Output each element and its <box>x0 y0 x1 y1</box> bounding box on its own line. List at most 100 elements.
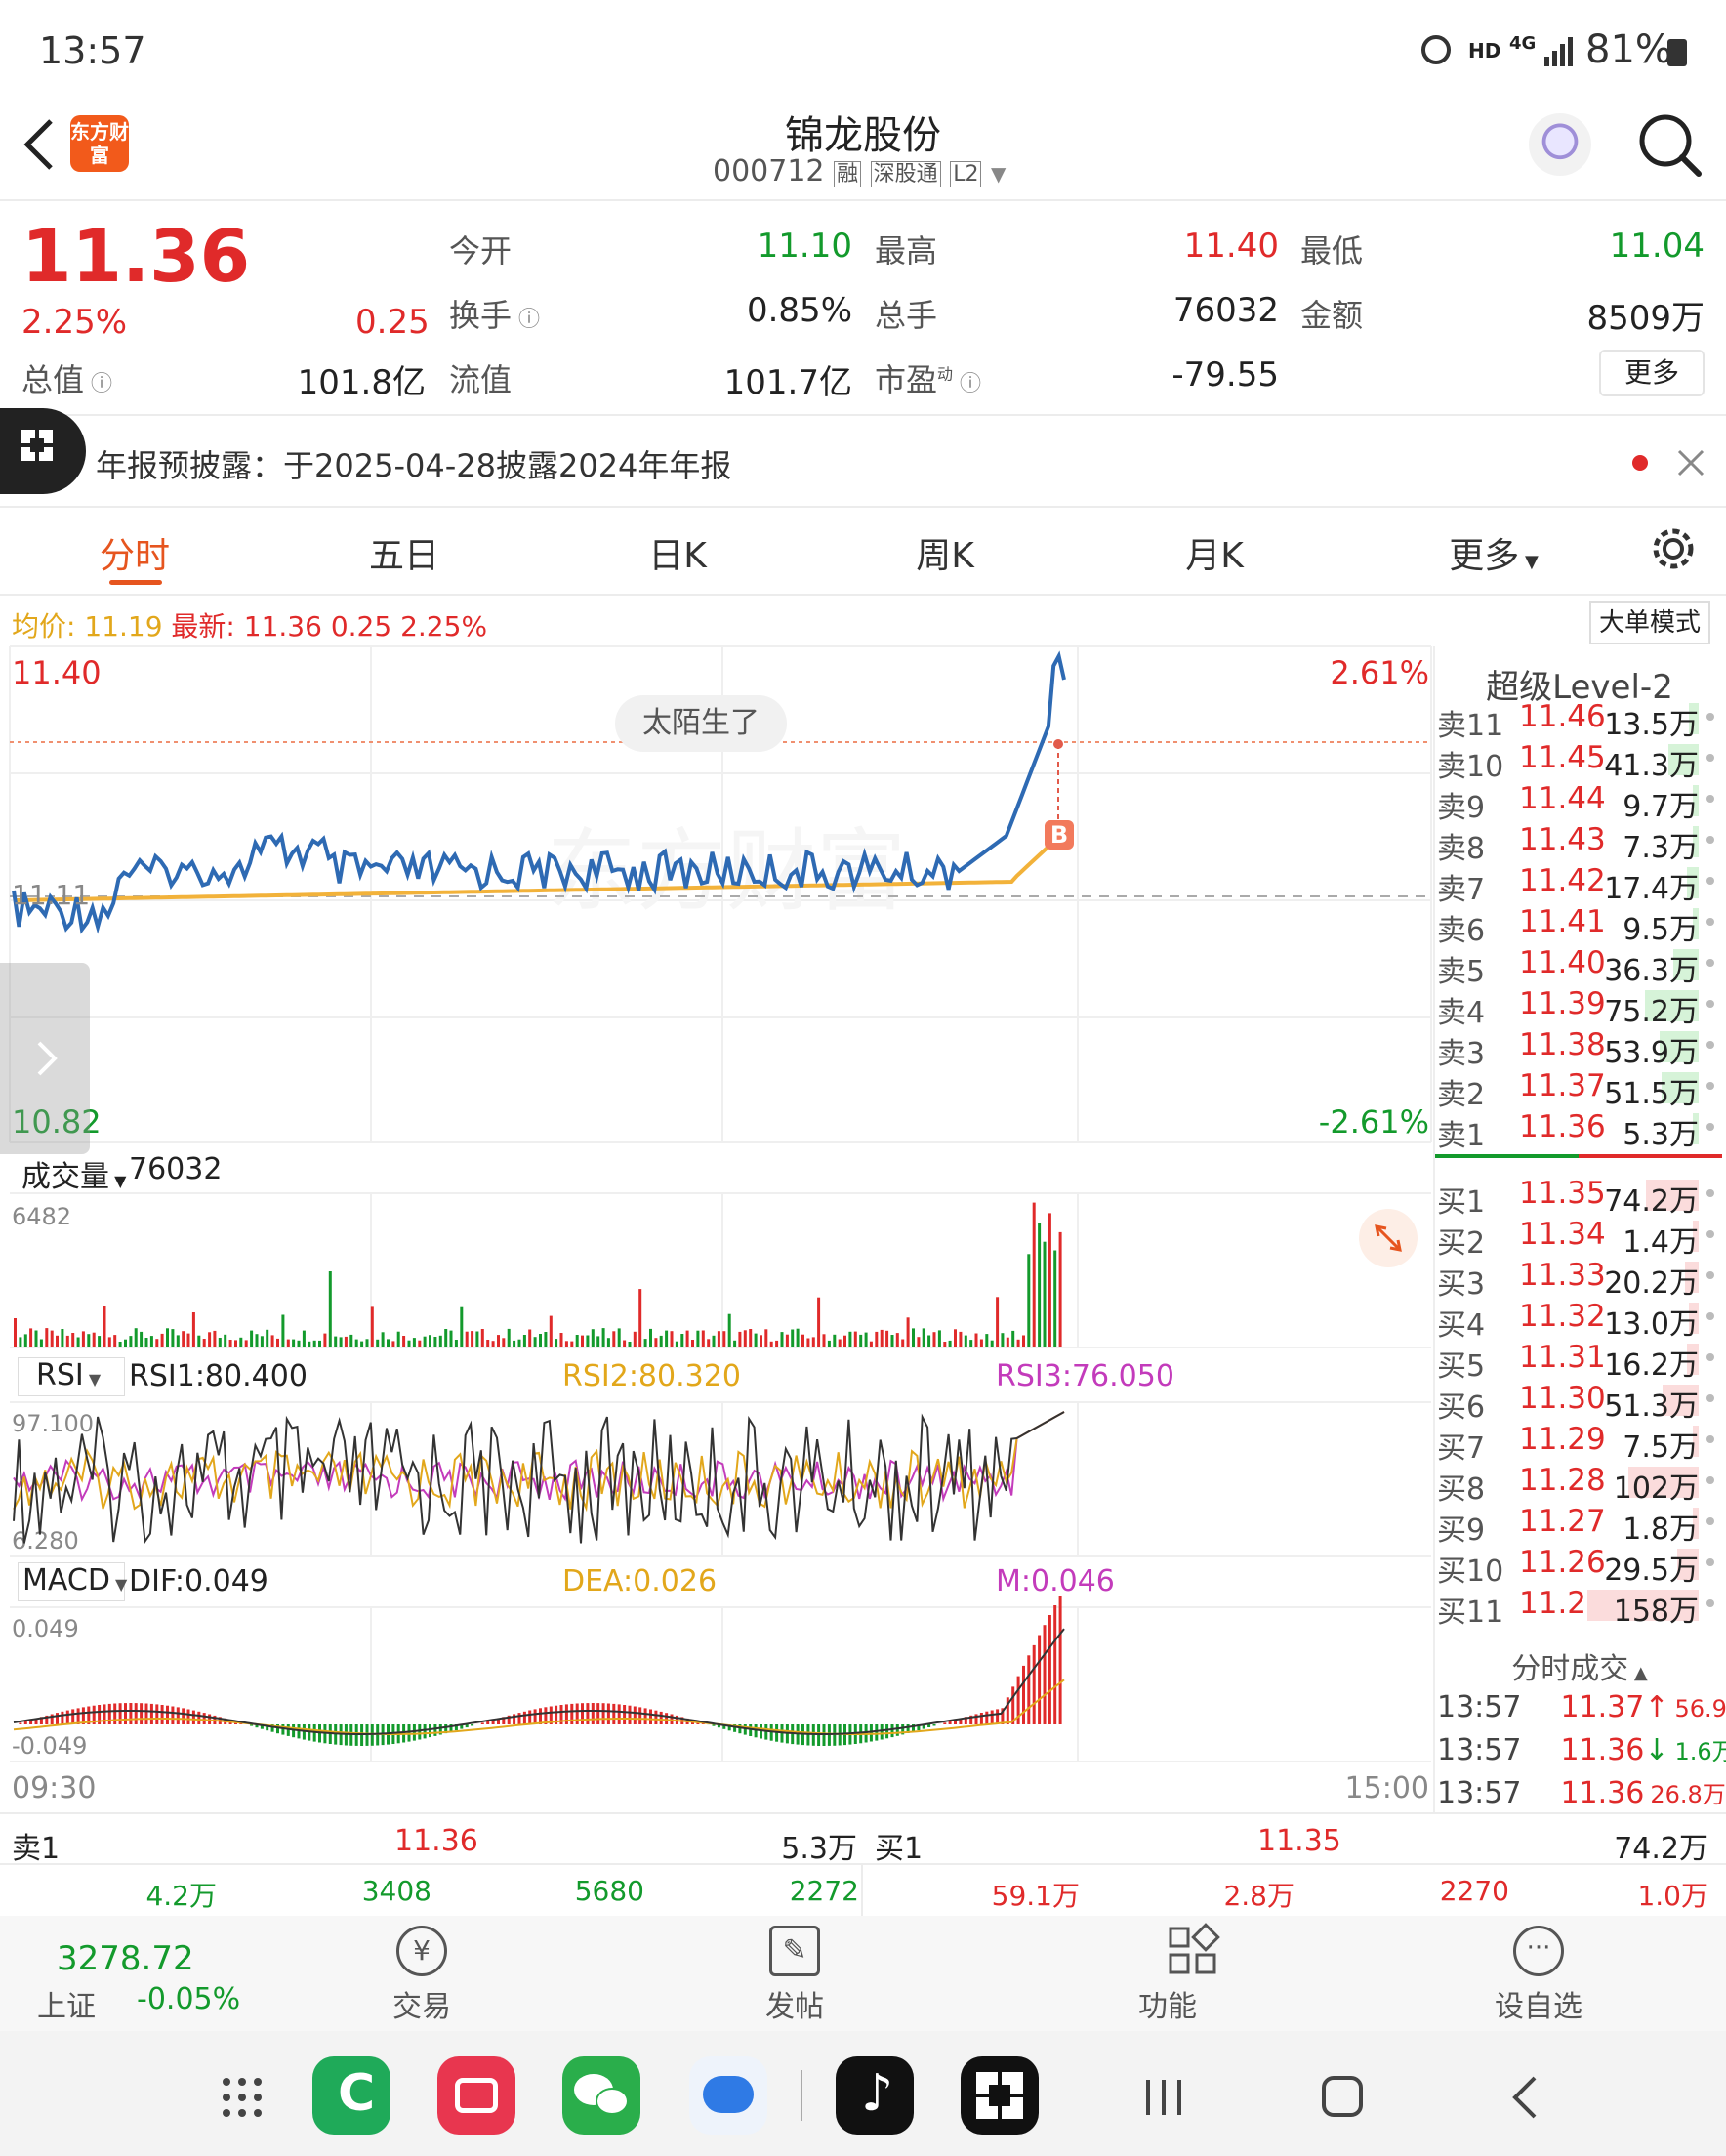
market-cap-label[interactable]: 总值 ⓘ <box>21 355 112 400</box>
gear-icon[interactable] <box>1650 525 1697 572</box>
ask-level-volume: 51.5万 <box>1604 1077 1699 1111</box>
bid-level-row[interactable]: 买11 11.25 158万 <box>1437 1584 1726 1630</box>
badge-margin: 融 <box>834 161 862 187</box>
camera-app-icon[interactable] <box>437 2056 515 2135</box>
battery-level: 81% <box>1585 27 1672 72</box>
pe-dynamic-mark: 动 <box>937 364 954 384</box>
recents-button[interactable] <box>1142 2076 1185 2119</box>
comment-bubble[interactable]: 太陌生了 <box>615 695 787 752</box>
wechat-app-icon[interactable] <box>562 2056 640 2135</box>
volume-indicator-select[interactable]: 成交量 ▼ <box>21 1152 126 1195</box>
orderbook-title[interactable]: 超级Level-2 <box>1486 668 1673 707</box>
ticks-title[interactable]: 分时成交 ▲ <box>1433 1644 1726 1687</box>
search-icon[interactable] <box>1636 111 1705 180</box>
intraday-chart[interactable]: 东方财富 <box>0 645 1433 1271</box>
tab-more[interactable]: 更多 ▼ <box>1449 527 1539 578</box>
ask-level-row[interactable]: 卖10 11.45 41.3万 <box>1437 738 1726 784</box>
bid-level-row[interactable]: 买5 11.31 16.2万 <box>1437 1338 1726 1384</box>
bid-level-dot <box>1706 1558 1714 1566</box>
tab-five-day[interactable]: 五日 <box>368 536 440 576</box>
price-axis-top: 11.40 <box>12 654 102 691</box>
turnover-label[interactable]: 换手 ⓘ <box>449 291 540 336</box>
orderbook-panel[interactable] <box>1433 646 1726 1814</box>
expand-icon[interactable] <box>1359 1209 1418 1267</box>
ask-level-row[interactable]: 卖9 11.44 9.7万 <box>1437 779 1726 825</box>
ask-level-label: 卖11 <box>1437 709 1504 743</box>
nav-functions[interactable]: 功能 <box>1089 1923 1246 2025</box>
index-widget[interactable]: 3278.72 上证 -0.05% <box>29 1935 244 2024</box>
bid-volume-bar <box>1689 1303 1699 1334</box>
more-button[interactable]: 更多 <box>1599 350 1705 396</box>
rsi2-value: RSI2:80.320 <box>562 1359 741 1393</box>
pe-label[interactable]: 市盈动 ⓘ <box>875 355 981 400</box>
messages-app-icon[interactable] <box>689 2056 767 2135</box>
ask-level-volume: 5.3万 <box>1623 1118 1699 1152</box>
ask-level-row[interactable]: 卖7 11.42 17.4万 <box>1437 861 1726 907</box>
macd-label: MACD <box>22 1563 110 1597</box>
nav-post[interactable]: ✎ 发帖 <box>717 1926 873 2025</box>
ask-level-label: 卖3 <box>1437 1037 1486 1071</box>
open-value: 11.10 <box>757 227 852 266</box>
bid-level-row[interactable]: 买8 11.28 102万 <box>1437 1461 1726 1507</box>
tab-monthly-k[interactable]: 月K <box>1185 536 1244 576</box>
tick-volume: 56.9万 <box>1674 1695 1726 1722</box>
bq-row2-cell: 2.8万 <box>1223 1880 1294 1912</box>
macd-axis-max: 0.049 <box>12 1615 79 1642</box>
ask-level-row[interactable]: 卖6 11.41 9.5万 <box>1437 902 1726 948</box>
tab-intraday[interactable]: 分时 <box>99 536 171 576</box>
tab-daily-k[interactable]: 日K <box>648 536 707 576</box>
bid-level-volume: 20.2万 <box>1604 1266 1699 1301</box>
tab-weekly-k[interactable]: 周K <box>916 536 974 576</box>
bid-level-row[interactable]: 买7 11.29 7.5万 <box>1437 1420 1726 1466</box>
nav-add-watchlist[interactable]: ··· 设自选 <box>1460 1926 1617 2025</box>
notice-text[interactable]: 年报预披露：于2025-04-28披露2024年年报 <box>96 447 732 484</box>
bid-level-price: 11.29 <box>1519 1422 1606 1457</box>
app-logo[interactable]: 东方财富 <box>70 115 129 172</box>
bid-level-row[interactable]: 买3 11.33 20.2万 <box>1437 1256 1726 1302</box>
bid-level-row[interactable]: 买6 11.30 51.3万 <box>1437 1379 1726 1425</box>
tiktok-app-icon[interactable]: ♪ <box>836 2056 914 2135</box>
macd-indicator-select[interactable]: MACD ▼ <box>18 1562 127 1601</box>
ask-level-row[interactable]: 卖8 11.43 7.3万 <box>1437 820 1726 866</box>
rsi-indicator-select[interactable]: RSI ▼ <box>18 1357 125 1396</box>
bid-level-row[interactable]: 买1 11.35 74.2万 <box>1437 1174 1726 1220</box>
phone-app-icon[interactable]: C <box>312 2056 390 2135</box>
nav-trade[interactable]: ¥ 交易 <box>344 1926 500 2025</box>
stock-code-row[interactable]: 000712 融 深股通 L2 ▼ <box>713 154 1006 188</box>
ask-level-volume: 9.5万 <box>1623 913 1699 947</box>
bid-level-volume: 74.2万 <box>1604 1184 1699 1219</box>
bid-level-row[interactable]: 买9 11.27 1.8万 <box>1437 1502 1726 1548</box>
big-order-mode-button[interactable]: 大单模式 <box>1589 601 1710 644</box>
ask-level-row[interactable]: 卖1 11.36 5.3万 <box>1437 1107 1726 1153</box>
ask-level-row[interactable]: 卖4 11.39 75.2万 <box>1437 984 1726 1030</box>
apps-grid-icon[interactable] <box>221 2076 264 2119</box>
change-amount: 0.25 <box>355 303 430 342</box>
buy-marker[interactable]: B <box>1045 820 1074 850</box>
notice-app-icon[interactable] <box>0 408 86 494</box>
ask-level-row[interactable]: 卖2 11.37 51.5万 <box>1437 1066 1726 1112</box>
home-button[interactable] <box>1322 2076 1363 2117</box>
bid-level-dot <box>1706 1312 1714 1320</box>
status-time: 13:57 <box>39 29 146 72</box>
robot-assistant-icon[interactable] <box>1529 113 1591 176</box>
caret-down-icon: ▼ <box>1519 552 1539 572</box>
bid-level-row[interactable]: 买4 11.32 13.0万 <box>1437 1297 1726 1343</box>
bid-level-label: 买3 <box>1437 1267 1486 1302</box>
bid-volume-bar <box>1685 1262 1699 1293</box>
ask-level-row[interactable]: 卖3 11.38 53.9万 <box>1437 1025 1726 1071</box>
ask-level-row[interactable]: 卖11 11.46 13.5万 <box>1437 697 1726 743</box>
badge-level2: L2 <box>950 161 982 187</box>
bid-level-label: 买4 <box>1437 1308 1486 1343</box>
ask-level-dot <box>1706 959 1714 967</box>
bq-row2-divider <box>861 1865 863 1916</box>
system-back-button[interactable] <box>1503 2074 1546 2121</box>
ask-level-row[interactable]: 卖5 11.40 36.3万 <box>1437 943 1726 989</box>
eastmoney-dock-icon[interactable] <box>961 2056 1039 2135</box>
close-icon[interactable] <box>1673 445 1708 480</box>
ask-volume-bar <box>1693 826 1699 857</box>
side-drawer-handle[interactable] <box>0 963 90 1154</box>
bid-level-row[interactable]: 买2 11.34 1.4万 <box>1437 1215 1726 1261</box>
back-button[interactable] <box>20 115 59 174</box>
tick-row: 13:57 11.36↓ 1.6万 <box>1437 1732 1726 1767</box>
bid-level-row[interactable]: 买10 11.26 29.5万 <box>1437 1543 1726 1589</box>
